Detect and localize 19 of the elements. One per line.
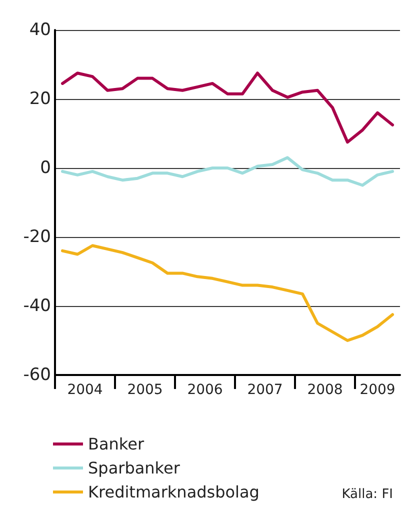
legend-label: Kreditmarknadsbolag (88, 482, 260, 502)
x-tick-label: 2008 (307, 382, 343, 398)
y-tick-label: -40 (23, 296, 51, 316)
x-tick-label: 2007 (247, 382, 283, 398)
x-tick-label: 2009 (360, 382, 396, 398)
legend-label: Banker (88, 434, 144, 454)
y-tick-label: -20 (23, 227, 51, 247)
y-tick-label: 20 (29, 89, 51, 109)
y-tick-label: 0 (40, 158, 51, 178)
y-tick-label: 40 (29, 20, 51, 40)
line-series (61, 244, 394, 342)
y-tick-label: -60 (23, 365, 51, 385)
legend-label: Sparbanker (88, 458, 180, 478)
x-tick-label: 2004 (67, 382, 103, 398)
x-tick-label: 2006 (187, 382, 223, 398)
text: Källa: FI (342, 487, 394, 502)
line-series (61, 156, 394, 187)
x-tick-label: 2005 (127, 382, 163, 398)
line-series (61, 72, 394, 144)
